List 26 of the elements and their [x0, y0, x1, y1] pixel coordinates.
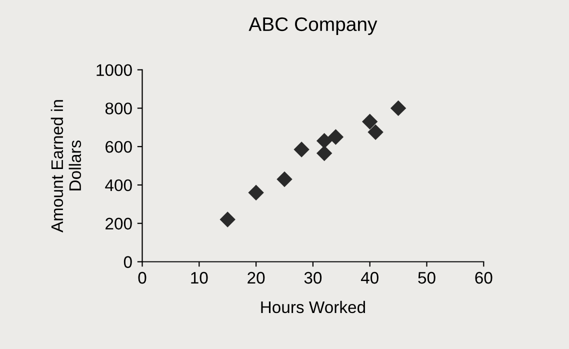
- x-tick-label: 20: [248, 272, 265, 284]
- point: [316, 146, 332, 161]
- y-tick-label: 800: [105, 102, 132, 114]
- point: [220, 212, 236, 228]
- y-tick-label: 600: [106, 140, 132, 153]
- x-axis-title: Hours Worked: [261, 300, 365, 314]
- point: [368, 124, 384, 140]
- point: [294, 142, 310, 158]
- x-tick-label: 0: [138, 272, 146, 284]
- point: [316, 133, 332, 148]
- y-tick-label: 200: [106, 218, 132, 230]
- x-tick-label: 40: [360, 272, 378, 284]
- point: [390, 100, 406, 116]
- chart-title: ABC Company: [248, 17, 378, 35]
- y-tick-label: 0: [124, 256, 132, 268]
- x-tick-label: 30: [304, 272, 322, 284]
- x-tick-label: 10: [191, 272, 208, 284]
- y-tick-label: 400: [105, 179, 132, 192]
- x-tick-label: 60: [475, 272, 492, 284]
- x-tick-label: 50: [418, 272, 436, 284]
- y-axis-title: Amount Earned in Dollars: [50, 100, 82, 232]
- point: [248, 185, 264, 200]
- point: [362, 114, 378, 130]
- point: [276, 172, 292, 187]
- y-tick-label: 1000: [96, 64, 132, 76]
- point: [328, 129, 344, 145]
